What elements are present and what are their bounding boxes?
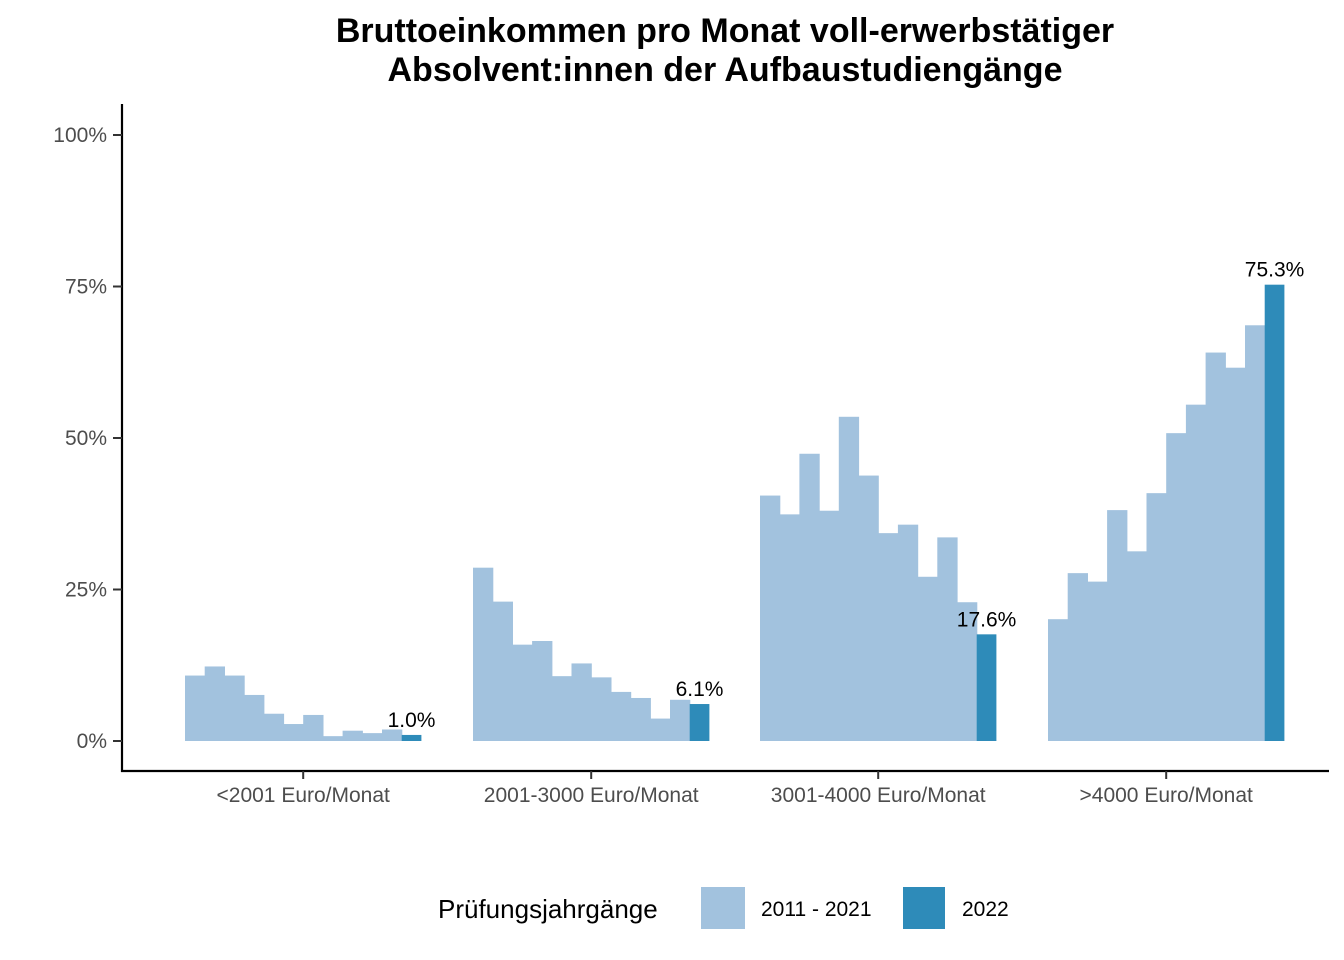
bar-2011-2021-group-3-2 [1087, 581, 1108, 741]
bar-2011-2021-group-2-6 [878, 533, 899, 741]
bar-2011-2021-group-2-9 [937, 537, 958, 741]
chart-title: Bruttoeinkommen pro Monat voll-erwerbstä… [336, 12, 1114, 50]
bar-2022-group-3 [1264, 284, 1285, 741]
bar-2022-group-1 [689, 704, 710, 741]
bars-layer [185, 284, 1285, 741]
bar-2011-2021-group-3-1 [1067, 573, 1088, 741]
bar-2011-2021-group-3-5 [1146, 493, 1167, 741]
bar-2011-2021-group-2-5 [858, 475, 879, 741]
x-tick-label-0: <2001 Euro/Monat [217, 784, 391, 807]
legend-swatch-2011-2021 [701, 887, 745, 929]
bar-2011-2021-group-0-0 [185, 675, 206, 741]
y-tick-label-3: 75% [65, 276, 107, 299]
bar-2022-group-2 [976, 634, 997, 741]
legend-label-2022: 2022 [962, 898, 1009, 921]
y-tick-label-4: 100% [53, 124, 107, 147]
bar-2011-2021-group-3-3 [1107, 510, 1128, 741]
legend: Prüfungsjahrgänge 2011 - 2021 2022 [438, 887, 1009, 929]
bar-2011-2021-group-0-9 [362, 733, 383, 741]
bar-2011-2021-group-3-6 [1166, 433, 1187, 741]
y-axis-ticks: 0% 25% 50% 75% 100% [53, 124, 122, 753]
bar-2011-2021-group-0-5 [283, 724, 304, 741]
bar-2011-2021-group-3-10 [1245, 325, 1266, 741]
bar-2011-2021-group-1-3 [532, 641, 553, 741]
bar-2011-2021-group-0-10 [382, 729, 403, 741]
x-tick-label-3: >4000 Euro/Monat [1080, 784, 1254, 807]
bar-2011-2021-group-3-4 [1126, 551, 1148, 741]
y-tick-label-0: 0% [77, 730, 107, 753]
bar-2011-2021-group-2-4 [838, 416, 860, 741]
bar-2011-2021-group-1-2 [512, 644, 533, 741]
data-label-2022-group-1: 6.1% [676, 678, 724, 701]
bar-2011-2021-group-2-1 [779, 514, 800, 741]
bar-2011-2021-group-3-0 [1048, 619, 1069, 741]
x-axis-ticks: <2001 Euro/Monat 2001-3000 Euro/Monat 3001… [217, 771, 1254, 807]
bar-2011-2021-group-1-1 [492, 601, 513, 741]
bar-2011-2021-group-0-8 [342, 730, 363, 741]
data-label-2022-group-2: 17.6% [957, 608, 1017, 631]
legend-label-2011-2021: 2011 - 2021 [761, 898, 872, 921]
chart-subtitle: Absolvent:innen der Aufbaustudiengänge [388, 51, 1063, 89]
bar-2011-2021-group-1-9 [650, 718, 671, 741]
legend-swatch-2022 [903, 887, 945, 929]
bar-2011-2021-group-2-2 [799, 453, 820, 741]
bar-2011-2021-group-1-5 [571, 663, 592, 741]
bar-2011-2021-group-0-2 [224, 675, 245, 741]
bar-2011-2021-group-1-0 [473, 567, 494, 741]
bar-2011-2021-group-0-7 [322, 736, 344, 741]
data-labels-layer: 1.0% 6.1% 17.6% 75.3% [388, 259, 1305, 732]
bar-2011-2021-group-2-8 [917, 576, 938, 741]
y-tick-label-1: 25% [65, 579, 107, 602]
bar-2011-2021-group-1-7 [610, 691, 632, 741]
bar-2011-2021-group-3-8 [1205, 352, 1226, 741]
bar-2011-2021-group-3-7 [1185, 404, 1207, 741]
bar-2011-2021-group-0-1 [204, 666, 225, 741]
bar-2011-2021-group-1-6 [591, 677, 612, 741]
bar-2011-2021-group-1-4 [551, 676, 573, 741]
bar-2022-group-0 [401, 734, 422, 741]
data-label-2022-group-3: 75.3% [1245, 259, 1305, 282]
legend-title: Prüfungsjahrgänge [438, 894, 658, 924]
bar-2011-2021-group-1-8 [630, 697, 651, 741]
bar-2011-2021-group-1-10 [670, 699, 691, 741]
y-tick-label-2: 50% [65, 427, 107, 450]
bar-2011-2021-group-0-4 [263, 713, 285, 741]
x-tick-label-2: 3001-4000 Euro/Monat [771, 784, 986, 807]
bar-2011-2021-group-2-0 [760, 495, 781, 741]
bar-2011-2021-group-0-3 [244, 694, 265, 741]
x-tick-label-1: 2001-3000 Euro/Monat [484, 784, 699, 807]
bar-2011-2021-group-2-7 [897, 524, 919, 741]
bar-2011-2021-group-0-6 [303, 714, 324, 741]
data-label-2022-group-0: 1.0% [388, 709, 436, 732]
bar-2011-2021-group-2-10 [957, 602, 978, 741]
bar-2011-2021-group-2-3 [819, 510, 840, 741]
bar-2011-2021-group-3-9 [1225, 367, 1246, 741]
